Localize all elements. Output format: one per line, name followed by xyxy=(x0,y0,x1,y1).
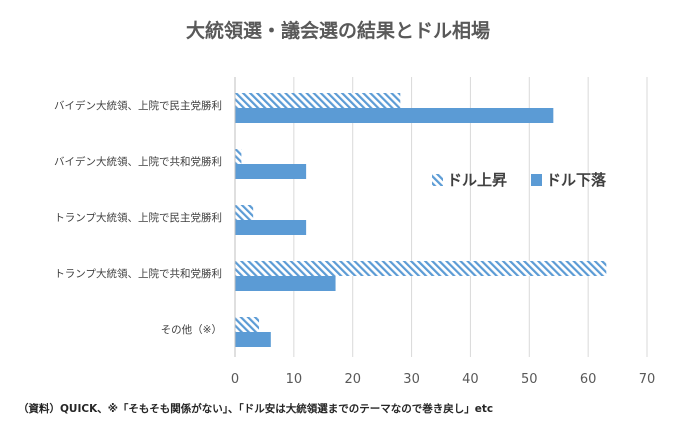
category-label-4: その他（※） xyxy=(161,323,222,336)
x-tick-labels: 0 10 20 30 40 50 60 70 xyxy=(231,372,655,387)
bar-rise-3 xyxy=(235,261,607,276)
category-label-3: トランプ大統領、上院で共和党勝利 xyxy=(54,267,222,280)
legend-swatch-fall xyxy=(531,174,542,186)
chart-title: 大統領選・議会選の結果とドル相場 xyxy=(186,19,490,42)
x-tick-label-0: 0 xyxy=(231,372,239,387)
x-tick-label-70: 70 xyxy=(639,372,656,387)
bar-rise-2 xyxy=(235,205,254,220)
x-tick-label-60: 60 xyxy=(580,372,597,387)
legend-label-rise: ドル上昇 xyxy=(447,171,507,189)
x-tick-label-30: 30 xyxy=(403,372,420,387)
bar-fall-0 xyxy=(235,108,554,123)
legend: ドル上昇 ドル下落 xyxy=(432,171,607,189)
category-labels: バイデン大統領、上院で民主党勝利バイデン大統領、上院で共和党勝利トランプ大統領、… xyxy=(54,99,222,336)
bar-rise-4 xyxy=(235,317,260,332)
x-tick-label-50: 50 xyxy=(521,372,538,387)
legend-swatch-rise xyxy=(432,174,443,186)
bars xyxy=(235,93,607,347)
x-tick-label-40: 40 xyxy=(462,372,479,387)
x-tick-label-10: 10 xyxy=(286,372,303,387)
bar-fall-2 xyxy=(235,220,307,235)
bar-fall-1 xyxy=(235,164,307,179)
x-tick-label-20: 20 xyxy=(344,372,361,387)
category-label-0: バイデン大統領、上院で民主党勝利 xyxy=(54,99,222,112)
bar-fall-4 xyxy=(235,332,271,347)
source-note: （資料）QUICK、※「そもそも関係がない」、「ドル安は大統領選までのテーマなの… xyxy=(18,402,493,415)
category-label-1: バイデン大統領、上院で共和党勝利 xyxy=(54,155,222,168)
gridlines xyxy=(293,77,648,357)
category-label-2: トランプ大統領、上院で民主党勝利 xyxy=(54,211,222,224)
bar-rise-1 xyxy=(235,149,242,164)
bar-fall-3 xyxy=(235,276,336,291)
legend-label-fall: ドル下落 xyxy=(546,171,607,189)
bar-rise-0 xyxy=(235,93,401,108)
